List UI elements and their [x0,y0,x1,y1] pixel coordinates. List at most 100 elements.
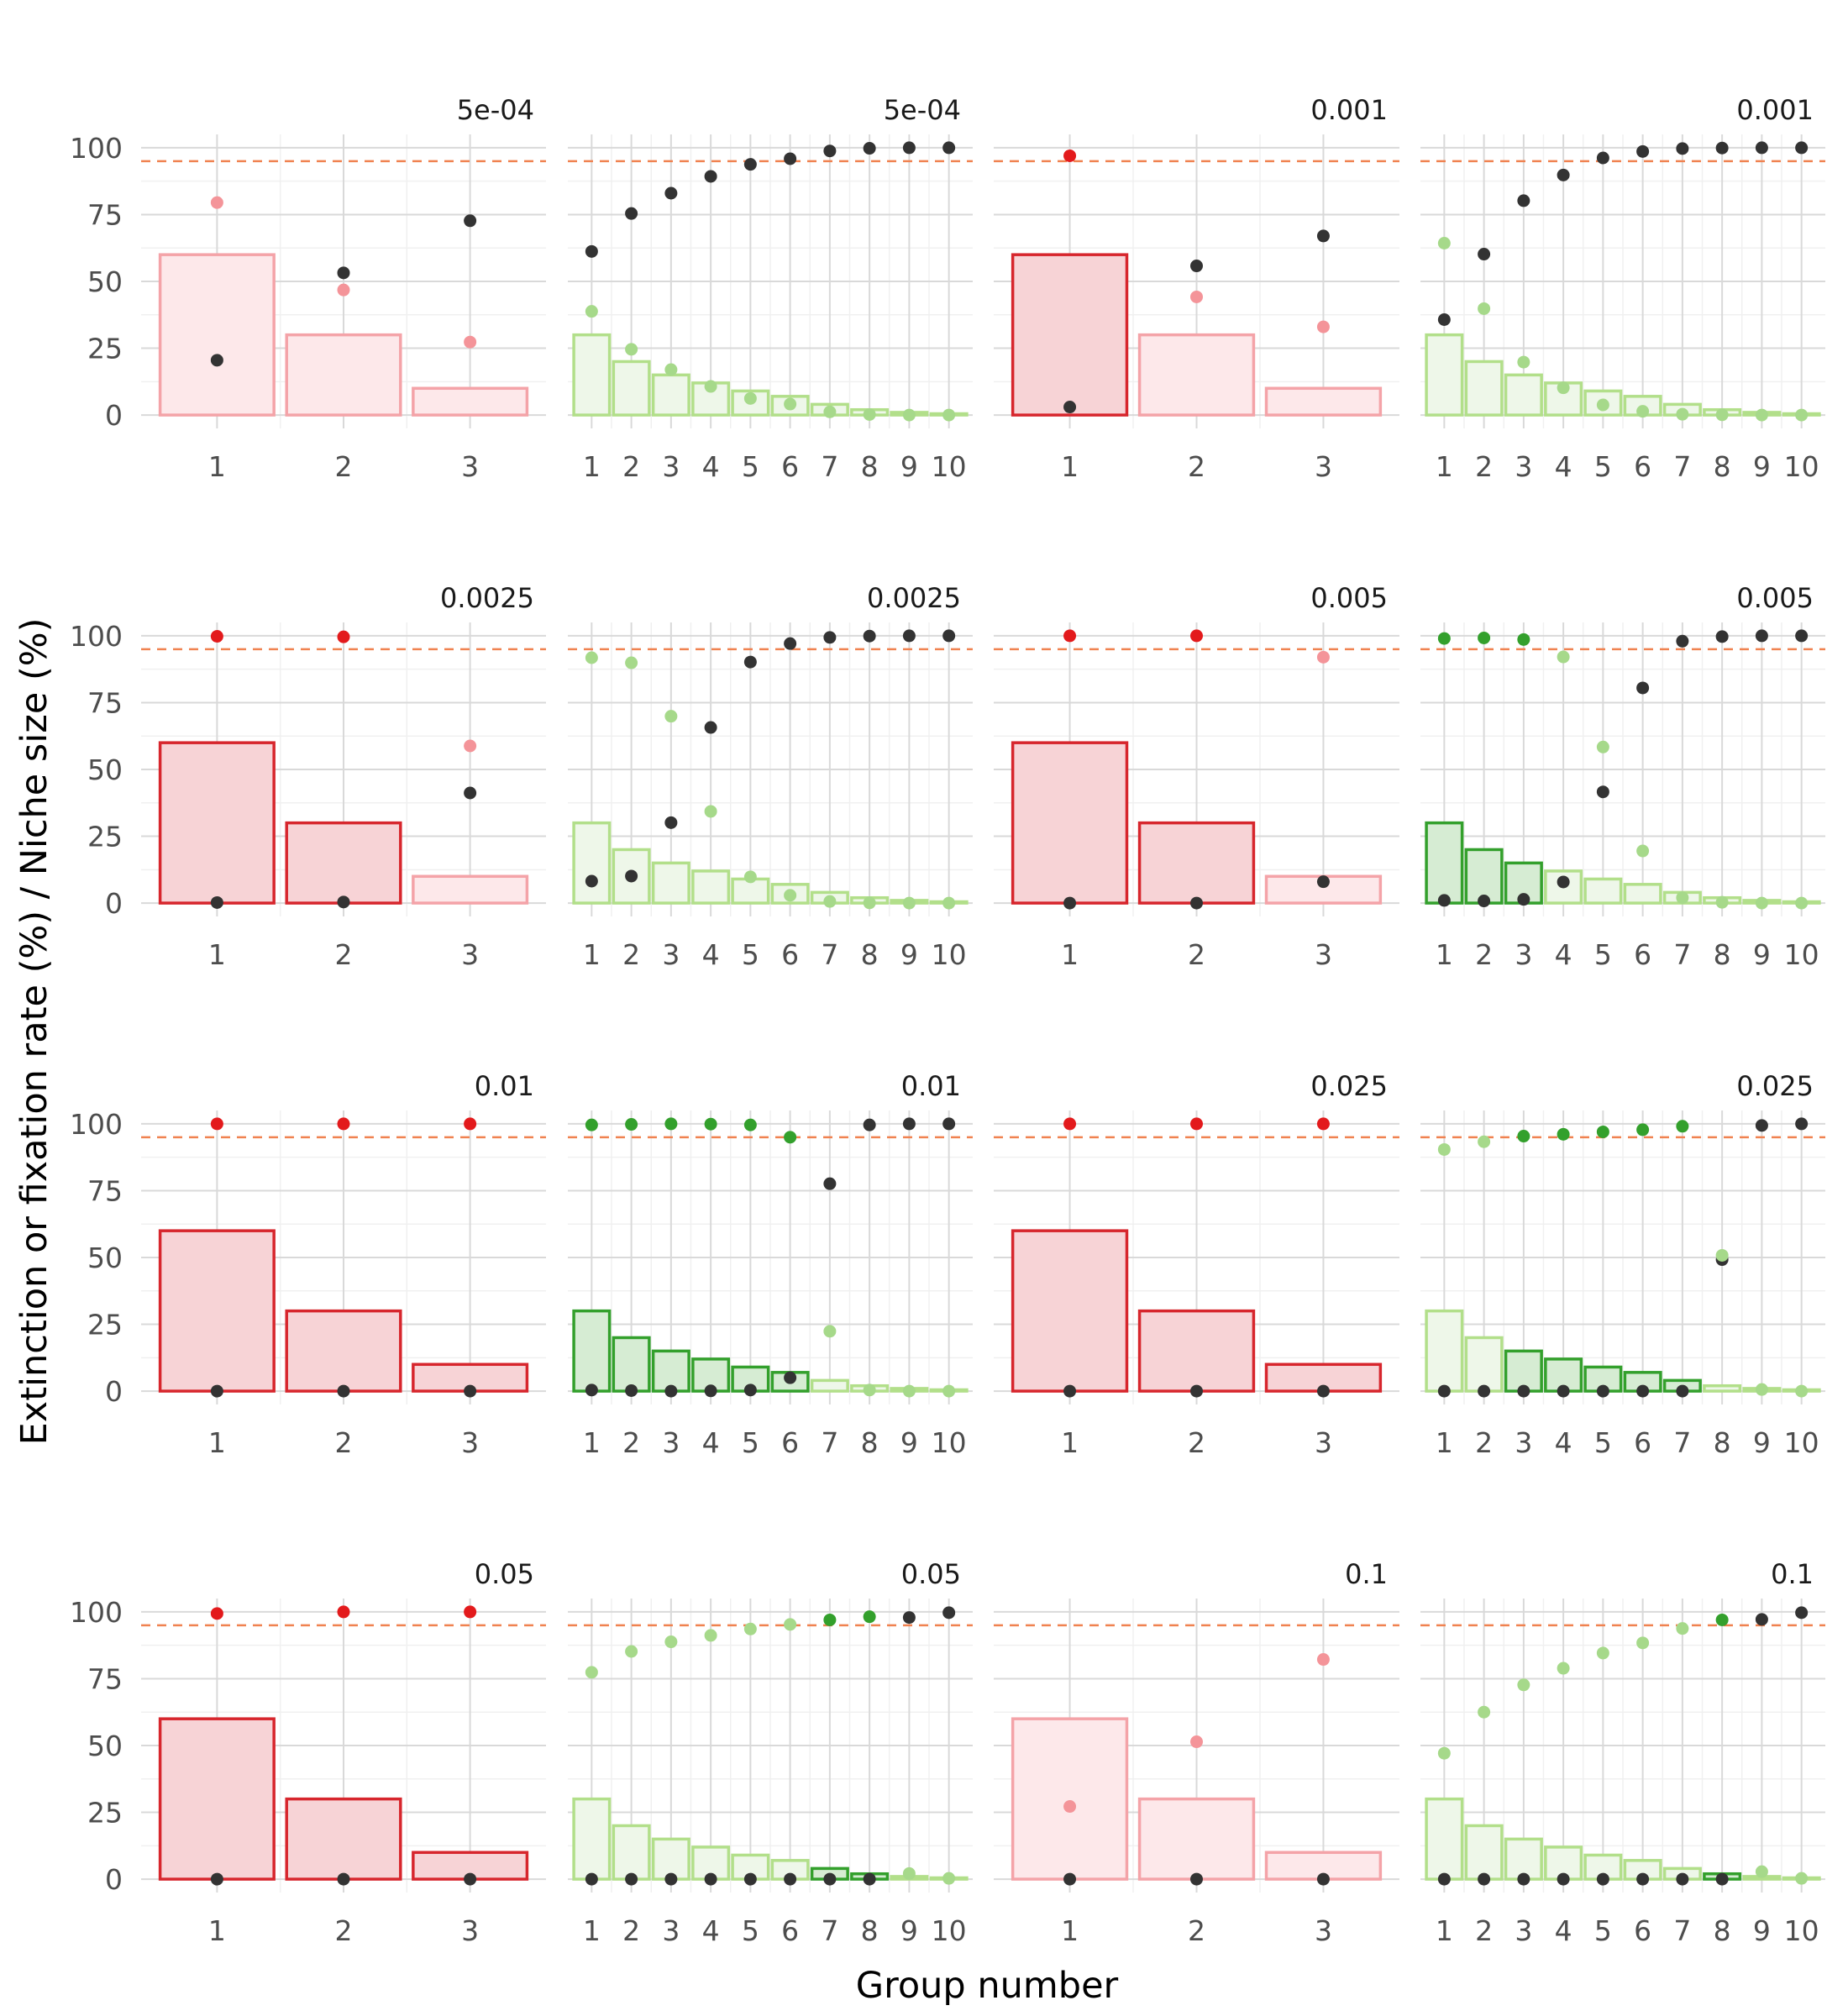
x-tick-label: 9 [1753,1426,1771,1459]
fixation-point [1190,629,1203,643]
extinction-point [585,244,598,258]
x-tick-label: 1 [583,1426,601,1459]
extinction-point [464,786,477,800]
extinction-point [464,214,477,228]
x-tick-label: 3 [1515,1914,1532,1947]
y-tick-label: 75 [87,686,123,719]
x-tick-label: 8 [1714,1914,1731,1947]
fixation-point [1437,1142,1451,1156]
niche-bar [612,360,651,417]
niche-bar [412,874,529,905]
fixation-point [1715,895,1729,909]
panel-7: 0.005 1 2 3 [994,582,1399,971]
extinction-point [1437,894,1451,907]
fixation-point [1755,1383,1768,1396]
x-tick-label: 7 [821,1914,838,1947]
x-tick-label: 9 [1753,1914,1771,1947]
fixation-point [1517,355,1530,369]
extinction-point [1676,1872,1689,1886]
fixation-point [585,305,598,318]
fixation-point [1063,1800,1077,1814]
fixation-point [1596,740,1609,753]
x-tick-label: 10 [1784,938,1819,971]
extinction-point [1636,681,1650,695]
extinction-point [1557,1872,1570,1886]
x-tick-label: 2 [335,1426,353,1459]
niche-bar [1137,333,1256,417]
extinction-point [1437,1384,1451,1398]
x-tick-label: 1 [1436,450,1453,483]
x-tick-label: 7 [821,938,838,971]
x-tick-label: 4 [1555,1914,1572,1947]
y-tick-label: 100 [70,1596,123,1629]
x-tick-label: 5 [742,938,759,971]
x-tick-label: 9 [900,1426,918,1459]
niche-bar [1504,1349,1543,1393]
panel-6: 0.0025 1 2 3 4 5 6 7 8 9 10 [568,582,973,971]
fixation-point [210,196,223,209]
fixation-point [1063,149,1077,162]
panel-title: 0.005 [1736,582,1814,614]
x-tick-label: 1 [583,450,601,483]
niche-bar [612,1336,651,1393]
y-tick-label: 25 [87,333,123,365]
fixation-point [1557,1127,1570,1141]
extinction-point [210,1872,223,1886]
fixation-point [1190,1735,1203,1749]
extinction-point [1063,1384,1077,1398]
niche-bar [1425,1309,1464,1393]
niche-bar [651,1837,690,1881]
fixation-point [664,710,678,723]
x-tick-label: 7 [1673,1914,1691,1947]
fixation-point [1676,1622,1689,1635]
niche-bar [572,1797,612,1881]
x-tick-label: 7 [821,1426,838,1459]
x-tick-label: 5 [742,450,759,483]
y-tick-label: 50 [87,265,123,298]
panel-9: 0.01 0 25 50 75 100 1 2 3 [70,1070,546,1459]
panel-11: 0.025 1 2 3 [994,1070,1399,1459]
x-tick-label: 1 [1436,1426,1453,1459]
extinction-point [1715,1872,1729,1886]
fixation-point [784,397,797,411]
fixation-point [1478,1135,1491,1148]
niche-bar [1011,741,1129,905]
x-tick-label: 7 [1673,450,1691,483]
x-tick-label: 7 [1673,938,1691,971]
extinction-point [1755,1613,1768,1626]
fixation-point [863,1383,876,1397]
x-tick-label: 8 [1714,1426,1731,1459]
fixation-point [1478,1705,1491,1719]
panel-title: 0.05 [901,1558,961,1590]
extinction-point [1063,401,1077,414]
fixation-point [1795,408,1809,422]
x-tick-label: 2 [1475,1914,1493,1947]
x-tick-label: 9 [900,938,918,971]
panel-16: 0.1 1 2 3 4 5 6 7 8 9 10 [1420,1558,1825,1947]
x-tick-label: 4 [702,938,720,971]
fixation-point [1190,1117,1203,1131]
panel-14: 0.05 1 2 3 4 5 6 7 8 9 10 [568,1558,973,1947]
niche-bar [1464,1824,1504,1881]
extinction-point [664,186,678,200]
panel-4: 0.001 1 2 3 4 5 6 7 8 9 10 [1420,94,1825,483]
fixation-point [1517,1678,1530,1692]
niche-bar [1425,333,1464,417]
extinction-point [942,1606,956,1620]
niche-bar [158,741,276,905]
extinction-point [210,354,223,367]
panel-2: 5e-04 1 2 3 4 5 6 7 8 9 10 [568,94,973,483]
panel-title: 0.1 [1771,1558,1814,1590]
y-tick-label: 25 [87,1309,123,1341]
panel-title: 0.01 [901,1070,961,1102]
fixation-point [1755,1865,1768,1878]
fixation-point [1636,1123,1650,1137]
panel-12: 0.025 1 2 3 4 5 6 7 8 9 10 [1420,1070,1825,1459]
extinction-point [1795,629,1809,643]
x-tick-label: 3 [461,1914,479,1947]
fixation-point [863,896,876,910]
y-tick-label: 50 [87,1242,123,1274]
extinction-point [337,266,350,280]
x-tick-label: 4 [702,1426,720,1459]
